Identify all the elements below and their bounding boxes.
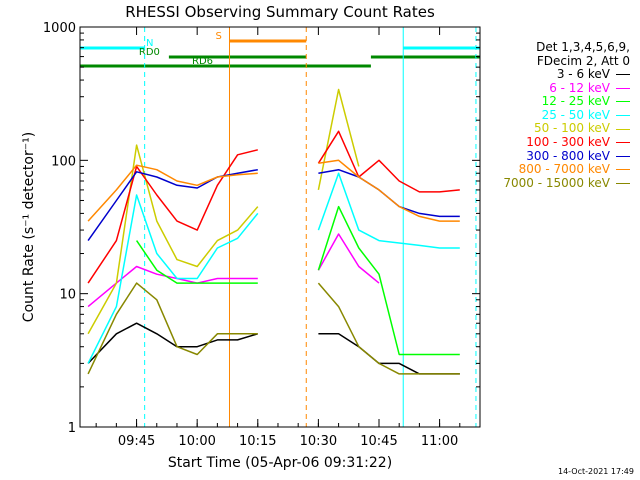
legend-item-5: 100 - 300 keV bbox=[480, 134, 630, 150]
legend-item-8: 7000 - 15000 keV bbox=[480, 175, 630, 191]
series-line-4-0 bbox=[87, 144, 259, 335]
legend-label-0: 3 - 6 keV bbox=[556, 67, 610, 81]
series-line-0-0 bbox=[87, 322, 259, 364]
legend-item-2: 12 - 25 keV bbox=[480, 95, 630, 109]
legend-swatch-4 bbox=[616, 128, 630, 130]
legend-header-2: FDecim 2, Att 0 bbox=[536, 54, 630, 68]
legend-swatch-8 bbox=[616, 183, 630, 185]
axes-layer: 09:45 10:00 10:15 10:30 10:45 11:00 1 10 100 1000 bbox=[43, 21, 481, 449]
legend-item-6: 300 - 800 keV bbox=[480, 148, 630, 164]
legend-label-5: 100 - 300 keV bbox=[526, 134, 610, 149]
x-tick-label-0: 09:45 bbox=[118, 434, 155, 449]
y-tick-label-1: 10 bbox=[59, 288, 76, 303]
legend-swatch-0 bbox=[616, 74, 630, 76]
y-tick-label-3: 1000 bbox=[43, 21, 76, 36]
legend-item-4: 50 - 100 keV bbox=[480, 122, 630, 136]
legend-swatch-6 bbox=[616, 155, 630, 157]
series-line-8-1 bbox=[317, 282, 460, 375]
x-tick-label-2: 10:15 bbox=[239, 434, 276, 449]
series-line-2-0 bbox=[135, 240, 258, 284]
legend-label-2: 12 - 25 keV bbox=[541, 94, 610, 109]
legend-rows: 3 - 6 keV 6 - 12 keV 12 - 25 keV 25 - 50 ke… bbox=[480, 67, 630, 191]
vlines-layer bbox=[79, 27, 477, 427]
legend-swatch-7 bbox=[616, 169, 630, 171]
legend-item-3: 25 - 50 keV bbox=[480, 107, 630, 123]
series-line-3-0 bbox=[87, 194, 259, 364]
legend-label-4: 50 - 100 keV bbox=[533, 121, 610, 136]
series-line-3-1 bbox=[317, 172, 460, 249]
series-layer bbox=[87, 88, 460, 375]
series-line-7-0 bbox=[87, 164, 258, 222]
x-tick-label-4: 10:45 bbox=[360, 434, 397, 449]
legend-swatch-5 bbox=[616, 142, 630, 144]
flag-label-1: RD0 bbox=[139, 47, 160, 58]
legend-item-7: 800 - 7000 keV bbox=[480, 163, 630, 177]
footer-timestamp: 14-Oct-2021 17:49 bbox=[558, 467, 634, 476]
legend-swatch-3 bbox=[616, 115, 630, 117]
series-line-1-1 bbox=[317, 233, 380, 284]
series-line-7-1 bbox=[318, 159, 460, 222]
legend-label-3: 25 - 50 keV bbox=[541, 107, 610, 122]
x-tick-label-3: 10:30 bbox=[300, 434, 337, 449]
flag-label-2: RD6 bbox=[192, 56, 213, 67]
plot-frame bbox=[79, 26, 481, 428]
legend-label-6: 300 - 800 keV bbox=[526, 148, 610, 163]
legend-header-1: Det 1,3,4,5,6,9, bbox=[536, 40, 630, 54]
legend-label-1: 6 - 12 keV bbox=[549, 80, 610, 95]
series-line-8-0 bbox=[87, 282, 258, 375]
flag-label-0: N bbox=[146, 38, 153, 49]
legend-item-0: 3 - 6 keV bbox=[480, 67, 630, 82]
legend-label-7: 800 - 7000 keV bbox=[518, 162, 610, 177]
y-tick-label-0: 1 bbox=[68, 421, 76, 436]
legend-label-8: 7000 - 15000 keV bbox=[503, 175, 610, 190]
legend-swatch-2 bbox=[616, 101, 630, 103]
legend: Det 1,3,4,5,6,9, FDecim 2, Att 0 3 - 6 k… bbox=[480, 40, 630, 190]
series-line-2-1 bbox=[317, 205, 460, 356]
series-line-6-0 bbox=[87, 168, 258, 242]
y-axis-label: Count Rate (s⁻¹ detector⁻¹) bbox=[21, 132, 37, 322]
flag-label-3: S bbox=[215, 31, 221, 42]
chart-title: RHESSI Observing Summary Count Rates bbox=[125, 3, 435, 21]
series-line-4-1 bbox=[317, 88, 360, 191]
legend-item-1: 6 - 12 keV bbox=[480, 80, 630, 96]
series-line-5-0 bbox=[87, 149, 258, 284]
x-tick-label-5: 11:00 bbox=[421, 434, 458, 449]
x-tick-label-1: 10:00 bbox=[178, 434, 215, 449]
legend-swatch-1 bbox=[616, 87, 630, 89]
series-line-5-1 bbox=[317, 130, 460, 193]
x-axis-label: Start Time (05-Apr-06 09:31:22) bbox=[168, 455, 392, 471]
y-tick-label-2: 100 bbox=[51, 154, 76, 169]
